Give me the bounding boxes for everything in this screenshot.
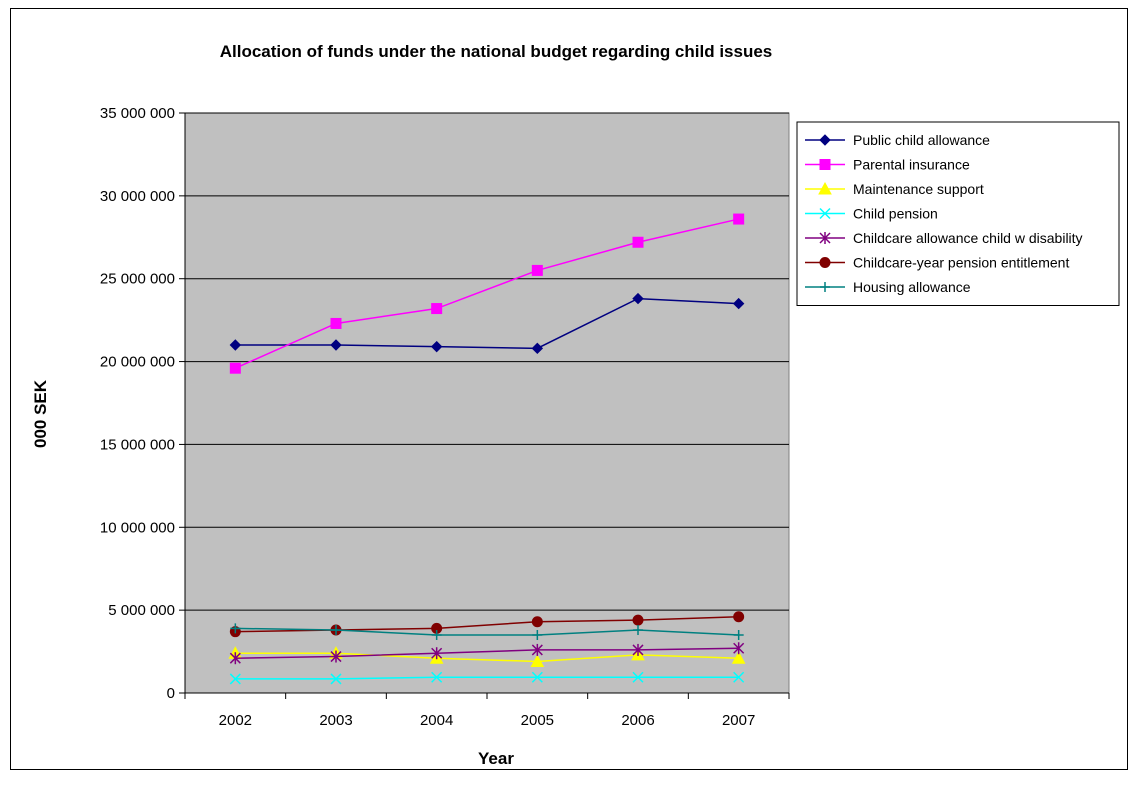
legend-label: Public child allowance xyxy=(853,132,990,148)
data-point xyxy=(531,643,543,656)
data-point xyxy=(733,630,744,640)
legend-item: Childcare allowance child w disability xyxy=(805,230,1083,246)
y-axis-title: 000 SEK xyxy=(31,379,50,448)
x-tick-label: 2006 xyxy=(621,712,654,729)
marker-stroke xyxy=(733,671,745,683)
data-point xyxy=(531,671,543,683)
x-tick-label: 2002 xyxy=(219,712,252,729)
marker-stroke xyxy=(229,673,241,685)
y-tick-label: 0 xyxy=(167,685,175,702)
data-point xyxy=(733,213,745,225)
legend-box xyxy=(796,121,1120,306)
series-6 xyxy=(230,623,744,640)
legend-swatch-marker xyxy=(819,134,831,146)
legend-item: Childcare-year pension entitlement xyxy=(805,255,1069,271)
data-point xyxy=(229,362,241,374)
data-point xyxy=(632,292,644,305)
legend: Public child allowance Parental insurance… xyxy=(796,121,1120,306)
series-line xyxy=(235,627,739,636)
data-point xyxy=(732,297,745,310)
marker-stroke xyxy=(431,671,443,683)
series-line xyxy=(235,652,739,663)
data-point xyxy=(532,630,543,640)
data-point xyxy=(733,642,745,655)
data-point xyxy=(229,339,242,351)
data-point xyxy=(731,651,746,664)
marker-stroke xyxy=(330,673,342,685)
chart-title: Allocation of funds under the national b… xyxy=(220,42,773,61)
legend-label: Childcare-year pension entitlement xyxy=(853,255,1069,271)
data-point xyxy=(632,614,644,626)
series-3 xyxy=(229,671,745,685)
chart-frame: Allocation of funds under the national b… xyxy=(10,8,1128,770)
x-tick-label: 2003 xyxy=(319,712,352,729)
data-point xyxy=(531,342,544,355)
line-chart: Allocation of funds under the national b… xyxy=(31,42,1120,768)
legend-label: Housing allowance xyxy=(853,279,971,295)
legend-label: Child pension xyxy=(853,206,938,222)
legend-swatch-marker xyxy=(819,257,831,268)
legend-swatch-marker xyxy=(819,159,831,170)
plot-background xyxy=(184,112,790,694)
data-point xyxy=(229,673,241,685)
data-point xyxy=(431,303,443,315)
y-tick-label: 15 000 000 xyxy=(100,436,175,453)
data-point xyxy=(531,264,543,276)
x-tick-label: 2004 xyxy=(420,712,453,729)
data-point xyxy=(733,611,745,623)
data-point xyxy=(430,340,443,353)
data-point xyxy=(431,671,443,683)
y-tick-label: 5 000 000 xyxy=(108,602,175,619)
legend-swatch-marker xyxy=(819,232,831,244)
legend-item: Housing allowance xyxy=(805,279,971,295)
data-point xyxy=(229,652,241,665)
series-4 xyxy=(229,642,745,665)
legend-label: Parental insurance xyxy=(853,157,970,173)
data-point xyxy=(230,623,241,634)
series-line xyxy=(235,647,739,659)
legend-swatch-marker xyxy=(820,282,830,292)
legend-item: Public child allowance xyxy=(805,132,990,148)
series-1 xyxy=(229,213,745,374)
y-tick-label: 30 000 000 xyxy=(100,188,175,205)
marker-stroke xyxy=(819,207,831,220)
y-tick-label: 35 000 000 xyxy=(100,105,175,122)
y-tick-label: 25 000 000 xyxy=(100,271,175,288)
data-point xyxy=(632,671,644,683)
series-line xyxy=(235,676,739,680)
data-point xyxy=(330,317,342,329)
data-point xyxy=(431,630,442,640)
marker-stroke xyxy=(632,671,644,683)
data-point xyxy=(632,643,644,656)
series-line xyxy=(235,297,739,350)
x-tick-label: 2005 xyxy=(521,712,554,729)
data-point xyxy=(530,654,545,668)
legend-item: Maintenance support xyxy=(805,181,984,197)
data-point xyxy=(330,673,342,685)
legend-item: Parental insurance xyxy=(805,157,970,173)
legend-label: Maintenance support xyxy=(853,181,984,197)
data-point xyxy=(431,647,443,660)
legend-label: Childcare allowance child w disability xyxy=(853,230,1083,246)
y-tick-label: 10 000 000 xyxy=(100,519,175,536)
series-0 xyxy=(229,292,745,355)
legend-swatch-marker xyxy=(819,207,831,220)
y-tick-label: 20 000 000 xyxy=(100,354,175,371)
data-point xyxy=(330,339,342,351)
x-axis-title: Year xyxy=(478,749,514,768)
data-point xyxy=(331,625,341,636)
marker-stroke xyxy=(531,671,543,683)
plot-area: 0 5 000 000 10 000 000 15 000 000 20 000 000… xyxy=(100,105,790,729)
data-point xyxy=(531,616,543,628)
legend-swatch-marker xyxy=(818,181,832,195)
data-point xyxy=(632,236,644,248)
data-point xyxy=(330,650,342,663)
series-line xyxy=(235,218,739,369)
data-point xyxy=(633,625,643,636)
data-point xyxy=(733,671,745,683)
x-tick-label: 2007 xyxy=(722,712,755,729)
legend-item: Child pension xyxy=(805,206,938,222)
